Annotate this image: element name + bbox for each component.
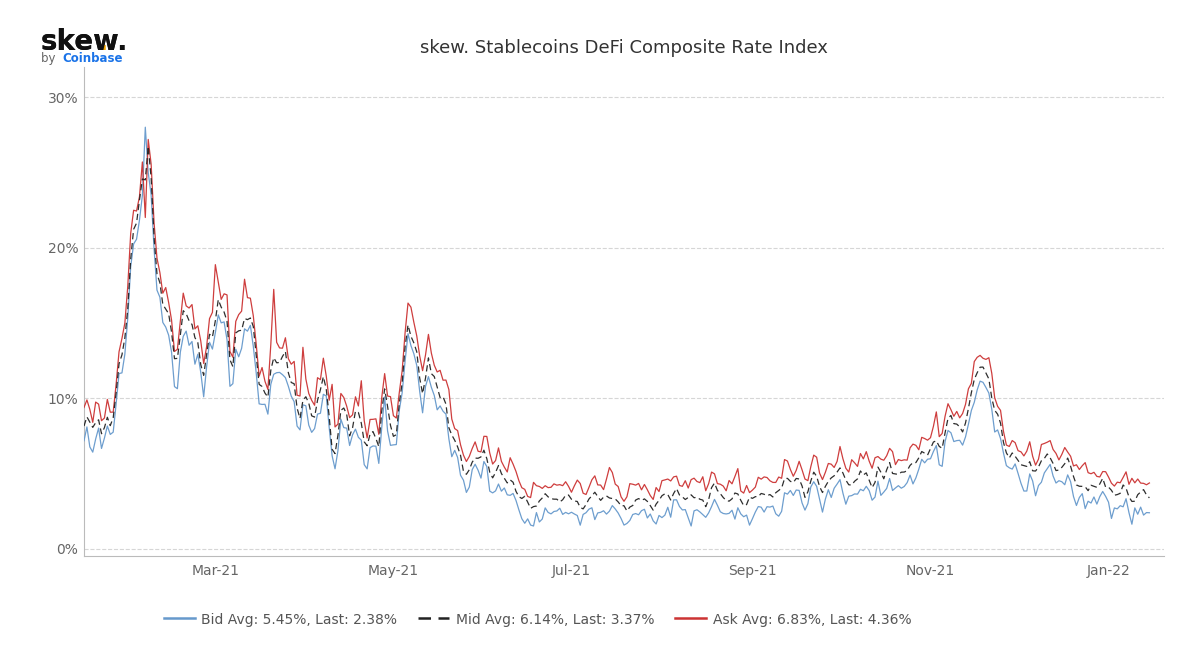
Text: skew.: skew. <box>41 28 128 56</box>
Text: by: by <box>41 52 59 66</box>
Text: Coinbase: Coinbase <box>62 52 122 66</box>
Text: .: . <box>97 28 108 56</box>
Legend: Bid Avg: 5.45%, Last: 2.38%, Mid Avg: 6.14%, Last: 3.37%, Ask Avg: 6.83%, Last: : Bid Avg: 5.45%, Last: 2.38%, Mid Avg: 6.… <box>158 607 917 632</box>
Title: skew. Stablecoins DeFi Composite Rate Index: skew. Stablecoins DeFi Composite Rate In… <box>420 39 828 57</box>
Text: skew: skew <box>41 28 120 56</box>
